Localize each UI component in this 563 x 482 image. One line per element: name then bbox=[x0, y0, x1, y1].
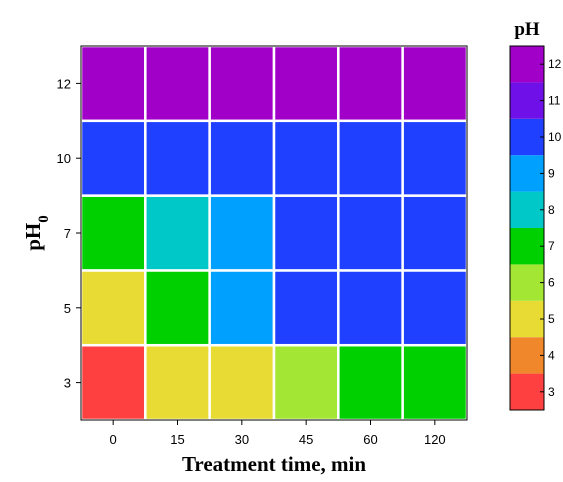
heatmap-cell bbox=[208, 343, 276, 422]
y-tick-label: 10 bbox=[57, 151, 71, 166]
y-tick-label: 5 bbox=[64, 301, 71, 316]
heatmap-cell bbox=[144, 343, 211, 422]
y-tick-label: 12 bbox=[57, 76, 71, 91]
x-tick-label: 60 bbox=[363, 432, 377, 447]
x-axis-title: Treatment time, min bbox=[182, 452, 366, 476]
heatmap-cells bbox=[79, 44, 469, 422]
heatmap-cell bbox=[79, 343, 147, 422]
heatmap-cell bbox=[208, 119, 276, 197]
colorbar-swatch bbox=[510, 337, 544, 374]
colorbar-swatch bbox=[510, 373, 544, 410]
colorbar-label: 7 bbox=[548, 239, 555, 253]
heatmap-cell bbox=[144, 269, 211, 347]
heatmap-cell bbox=[337, 119, 404, 197]
heatmap-cell bbox=[337, 269, 404, 347]
heatmap-cell bbox=[272, 44, 340, 123]
heatmap-cell bbox=[272, 119, 340, 197]
colorbar-swatch bbox=[510, 191, 544, 228]
heatmap-cell bbox=[144, 194, 211, 272]
heatmap-cell bbox=[337, 194, 404, 272]
colorbar: 3 4 5 6 7 8 9 10 11 12 bbox=[509, 45, 562, 411]
colorbar-label: 9 bbox=[548, 166, 555, 180]
y-axis-title-subscript: 0 bbox=[36, 215, 52, 223]
colorbar-label: 3 bbox=[548, 385, 555, 399]
heatmap-cell bbox=[79, 119, 147, 197]
axis-ticks: 0 15 30 45 60 120 3 5 7 10 12 bbox=[57, 76, 446, 447]
heatmap-cell bbox=[337, 44, 404, 123]
y-tick-label: 3 bbox=[64, 376, 71, 391]
x-tick-label: 30 bbox=[235, 432, 249, 447]
colorbar-label: 11 bbox=[548, 94, 561, 108]
heatmap-cell bbox=[208, 44, 276, 123]
y-tick-label: 7 bbox=[64, 226, 71, 241]
heatmap-cell bbox=[401, 269, 469, 347]
colorbar-label: 10 bbox=[548, 130, 562, 144]
colorbar-swatch bbox=[510, 46, 544, 83]
colorbar-swatch bbox=[510, 82, 544, 119]
x-tick-label: 15 bbox=[170, 432, 184, 447]
heatmap-cell bbox=[144, 44, 211, 123]
heatmap-cell bbox=[79, 194, 147, 272]
heatmap-cell bbox=[208, 269, 276, 347]
heatmap-cell bbox=[337, 343, 404, 422]
x-tick-label: 120 bbox=[424, 432, 446, 447]
colorbar-label: 8 bbox=[548, 203, 555, 217]
heatmap-cell bbox=[401, 44, 469, 123]
x-tick-label: 0 bbox=[110, 432, 117, 447]
colorbar-swatch bbox=[510, 300, 544, 338]
colorbar-label: 4 bbox=[548, 348, 555, 362]
heatmap-cell bbox=[401, 194, 469, 272]
colorbar-label: 6 bbox=[548, 276, 555, 290]
colorbar-swatch bbox=[510, 228, 544, 265]
y-axis-title-main: pH bbox=[21, 223, 45, 251]
heatmap-cell bbox=[144, 119, 211, 197]
colorbar-frame bbox=[509, 45, 545, 411]
y-axis-title: pH0 bbox=[21, 215, 52, 251]
heatmap-cell bbox=[272, 269, 340, 347]
heatmap-cell bbox=[208, 194, 276, 272]
colorbar-label: 5 bbox=[548, 312, 555, 326]
heatmap-cell bbox=[79, 44, 147, 123]
heatmap-cell bbox=[79, 269, 147, 347]
colorbar-swatch bbox=[510, 264, 544, 301]
colorbar-swatch bbox=[510, 155, 544, 192]
x-tick-label: 45 bbox=[299, 432, 313, 447]
colorbar-label: 12 bbox=[548, 57, 562, 71]
colorbar-title: pH bbox=[514, 19, 540, 40]
heatmap-cell bbox=[401, 119, 469, 197]
colorbar-swatch bbox=[510, 118, 544, 156]
heatmap-cell bbox=[272, 343, 340, 422]
heatmap-cell bbox=[401, 343, 469, 422]
heatmap-cell bbox=[272, 194, 340, 272]
